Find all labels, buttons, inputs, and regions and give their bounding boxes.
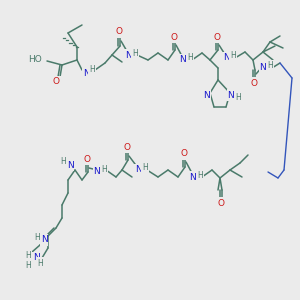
- Text: N: N: [180, 56, 186, 64]
- Text: H: H: [37, 259, 43, 268]
- Text: N: N: [82, 68, 89, 77]
- Text: O: O: [214, 32, 220, 41]
- Text: N: N: [67, 160, 73, 169]
- Text: H: H: [142, 164, 148, 172]
- Text: O: O: [83, 154, 91, 164]
- Text: H: H: [235, 92, 241, 101]
- Text: H: H: [187, 53, 193, 62]
- Text: H: H: [25, 262, 31, 271]
- Text: N: N: [124, 50, 131, 59]
- Text: H: H: [34, 233, 40, 242]
- Text: H: H: [197, 170, 203, 179]
- Text: N: N: [204, 91, 210, 100]
- Text: O: O: [124, 142, 130, 152]
- Text: H: H: [25, 251, 31, 260]
- Text: H: H: [230, 52, 236, 61]
- Text: N: N: [40, 236, 47, 244]
- Text: O: O: [52, 77, 59, 86]
- Text: N: N: [33, 254, 39, 262]
- Text: N: N: [223, 53, 230, 62]
- Text: O: O: [170, 32, 178, 41]
- Text: O: O: [218, 199, 224, 208]
- Text: H: H: [89, 65, 95, 74]
- Text: H: H: [60, 157, 66, 166]
- Text: H: H: [132, 49, 138, 58]
- Text: H: H: [101, 166, 107, 175]
- Text: N: N: [94, 167, 100, 176]
- Text: HO: HO: [28, 56, 42, 64]
- Text: H: H: [267, 61, 273, 70]
- Text: N: N: [260, 64, 266, 73]
- Text: N: N: [135, 166, 141, 175]
- Text: O: O: [116, 28, 122, 37]
- Text: O: O: [250, 79, 257, 88]
- Text: O: O: [181, 149, 188, 158]
- Text: N: N: [190, 172, 196, 182]
- Text: N: N: [228, 91, 234, 100]
